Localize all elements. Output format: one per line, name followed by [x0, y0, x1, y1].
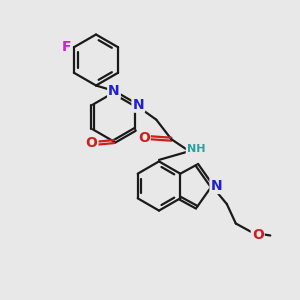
Text: N: N	[108, 84, 120, 98]
Text: N: N	[211, 179, 222, 193]
Text: O: O	[138, 131, 150, 145]
Text: O: O	[85, 136, 98, 150]
Text: NH: NH	[187, 144, 205, 154]
Text: O: O	[252, 228, 264, 242]
Text: F: F	[62, 40, 71, 54]
Text: N: N	[133, 98, 144, 112]
